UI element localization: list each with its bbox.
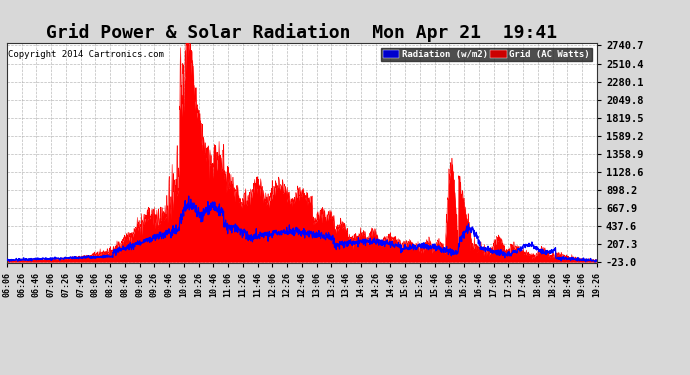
Title: Grid Power & Solar Radiation  Mon Apr 21  19:41: Grid Power & Solar Radiation Mon Apr 21 … [46,22,558,42]
Legend: Radiation (w/m2), Grid (AC Watts): Radiation (w/m2), Grid (AC Watts) [381,48,592,61]
Text: Copyright 2014 Cartronics.com: Copyright 2014 Cartronics.com [8,50,164,59]
